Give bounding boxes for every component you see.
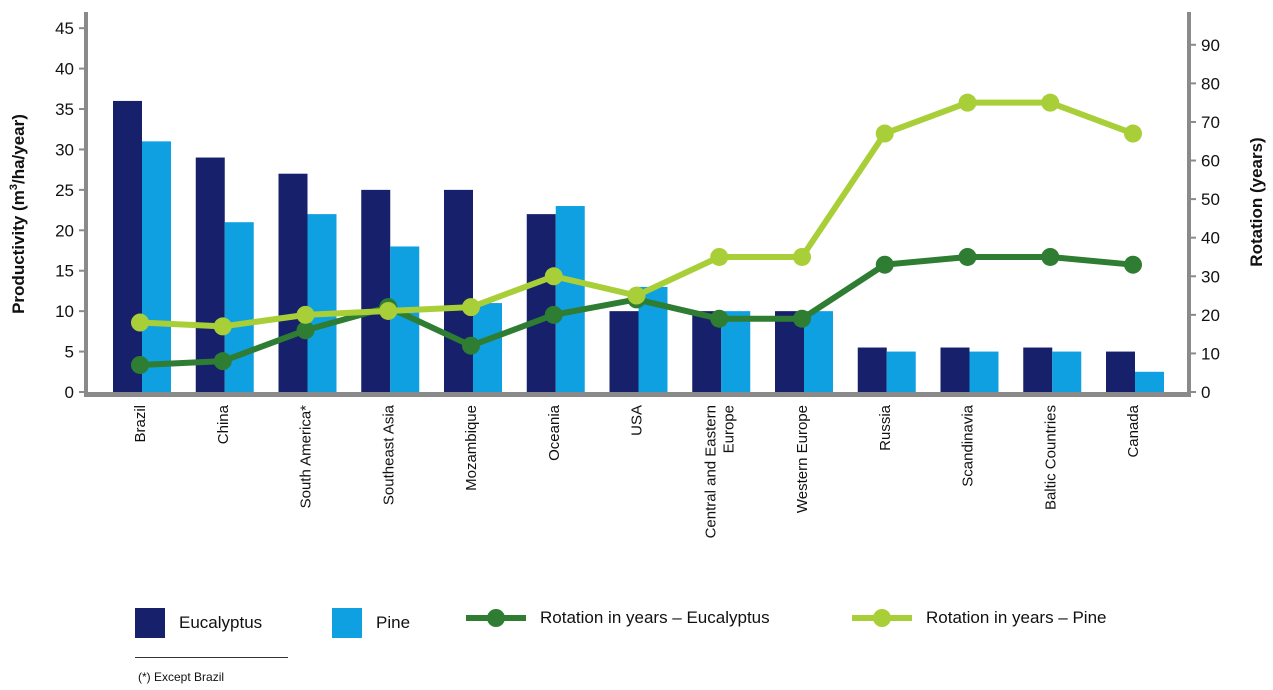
x-tick-label: Scandinavia	[960, 404, 977, 486]
rotation-point-eucalyptus	[710, 309, 729, 328]
legend-label-rotation-pine: Rotation in years – Pine	[926, 608, 1107, 627]
right-axis-title: Rotation (years)	[1247, 137, 1266, 266]
rotation-point-eucalyptus	[958, 247, 977, 266]
bar-pine	[307, 214, 337, 392]
bar-eucalyptus	[113, 100, 142, 393]
right-tick-label: 20	[1201, 306, 1220, 325]
left-tick-label: 30	[55, 140, 74, 159]
legend-item-rotation-eucalyptus: Rotation in years – Eucalyptus	[466, 608, 770, 628]
rotation-point-eucalyptus	[296, 321, 315, 340]
x-tick-label: Southeast Asia	[380, 404, 397, 505]
left-tick-label: 5	[65, 343, 74, 362]
legend-swatch-eucalyptus	[135, 608, 165, 638]
right-tick-label: 30	[1201, 267, 1220, 286]
bar-pine	[886, 351, 916, 392]
rotation-point-pine	[131, 313, 149, 332]
bar-eucalyptus	[361, 189, 391, 392]
rotation-point-pine	[958, 93, 977, 112]
legend-swatch-pine	[332, 608, 362, 638]
rotation-point-eucalyptus	[544, 305, 563, 324]
rotation-point-pine	[544, 267, 563, 286]
bar-pine	[721, 311, 751, 392]
legend-swatch-rotation-pine	[852, 609, 912, 627]
x-tick-label: USA	[629, 405, 646, 436]
legend-item-pine: Pine	[332, 608, 410, 638]
right-tick-label: 10	[1201, 344, 1220, 363]
footnote-divider	[135, 657, 288, 658]
x-tick-label: Mozambique	[463, 405, 480, 491]
rotation-point-pine	[710, 247, 729, 266]
rotation-point-eucalyptus	[793, 309, 811, 328]
bar-eucalyptus	[444, 189, 473, 392]
left-axis-line	[84, 12, 88, 396]
left-tick-label: 45	[55, 19, 74, 38]
x-tick-label: Canada	[1125, 404, 1142, 457]
bar-pine	[1135, 371, 1164, 392]
right-tick-label: 60	[1201, 152, 1220, 171]
bar-pine	[969, 351, 999, 392]
x-tick-label: Oceania	[546, 404, 563, 461]
x-tick-label: China	[215, 404, 232, 444]
rotation-point-eucalyptus	[213, 352, 232, 371]
rotation-point-eucalyptus	[875, 255, 894, 274]
x-axis-line	[84, 392, 1191, 397]
legend-item-eucalyptus: Eucalyptus	[135, 608, 262, 638]
rotation-point-pine	[627, 286, 646, 305]
left-axis-title: Productivity (m3/ha/year)	[8, 114, 28, 314]
bar-eucalyptus	[278, 173, 308, 392]
bar-eucalyptus	[1106, 351, 1135, 392]
rotation-point-eucalyptus	[131, 355, 149, 374]
x-tick-label: Central and EasternEurope	[702, 405, 737, 538]
left-tick-label: 15	[55, 262, 74, 281]
left-tick-label: 35	[55, 100, 74, 119]
bar-eucalyptus	[857, 347, 887, 392]
right-tick-label: 80	[1201, 74, 1220, 93]
bar-eucalyptus	[526, 214, 556, 392]
bar-eucalyptus	[609, 311, 639, 392]
right-tick-label: 0	[1201, 383, 1210, 402]
rotation-point-pine	[379, 301, 398, 320]
bar-pine	[555, 206, 585, 392]
bar-pine	[1052, 351, 1082, 392]
left-tick-label: 20	[55, 221, 74, 240]
bar-eucalyptus	[940, 347, 970, 392]
footnote: (*) Except Brazil	[138, 670, 225, 684]
rotation-point-eucalyptus	[1124, 255, 1142, 274]
bar-eucalyptus	[1023, 347, 1053, 392]
rotation-point-eucalyptus	[1041, 247, 1060, 266]
left-tick-label: 40	[55, 60, 74, 79]
legend: Eucalyptus Pine Rotation in years – Euca…	[0, 608, 1273, 658]
legend-label-rotation-eucalyptus: Rotation in years – Eucalyptus	[540, 608, 770, 627]
legend-label-eucalyptus: Eucalyptus	[179, 613, 263, 632]
right-tick-label: 40	[1201, 229, 1220, 248]
right-tick-label: 70	[1201, 113, 1220, 132]
x-tick-label: South America*	[298, 405, 315, 509]
left-tick-label: 25	[55, 181, 74, 200]
rotation-point-pine	[213, 317, 232, 336]
x-tick-label: Baltic Countries	[1042, 405, 1059, 510]
rotation-point-pine	[462, 298, 480, 317]
left-tick-label: 10	[55, 302, 74, 321]
right-tick-label: 90	[1201, 36, 1220, 55]
rotation-point-pine	[1124, 124, 1142, 143]
x-tick-label: Brazil	[132, 405, 149, 443]
rotation-point-pine	[1041, 93, 1060, 112]
right-axis-line	[1187, 12, 1191, 396]
rotation-point-pine	[296, 305, 315, 324]
x-tick-label: Western Europe	[794, 405, 811, 513]
rotation-point-pine	[793, 247, 811, 266]
rotation-point-eucalyptus	[462, 336, 480, 355]
legend-item-rotation-pine: Rotation in years – Pine	[852, 608, 1107, 628]
x-tick-label: Russia	[877, 404, 894, 451]
legend-label-pine: Pine	[376, 613, 411, 632]
combo-chart: 0 5 10 15 20 25 30 35 40 45 0 10 20 30 40 50 60 70 80 90 Pro…	[8, 12, 1266, 538]
bar-pine	[804, 311, 833, 392]
left-tick-label: 0	[65, 383, 74, 402]
legend-swatch-rotation-eucalyptus	[466, 609, 526, 627]
rotation-point-pine	[875, 124, 894, 143]
bar-pine	[142, 141, 171, 392]
right-tick-label: 50	[1201, 190, 1220, 209]
